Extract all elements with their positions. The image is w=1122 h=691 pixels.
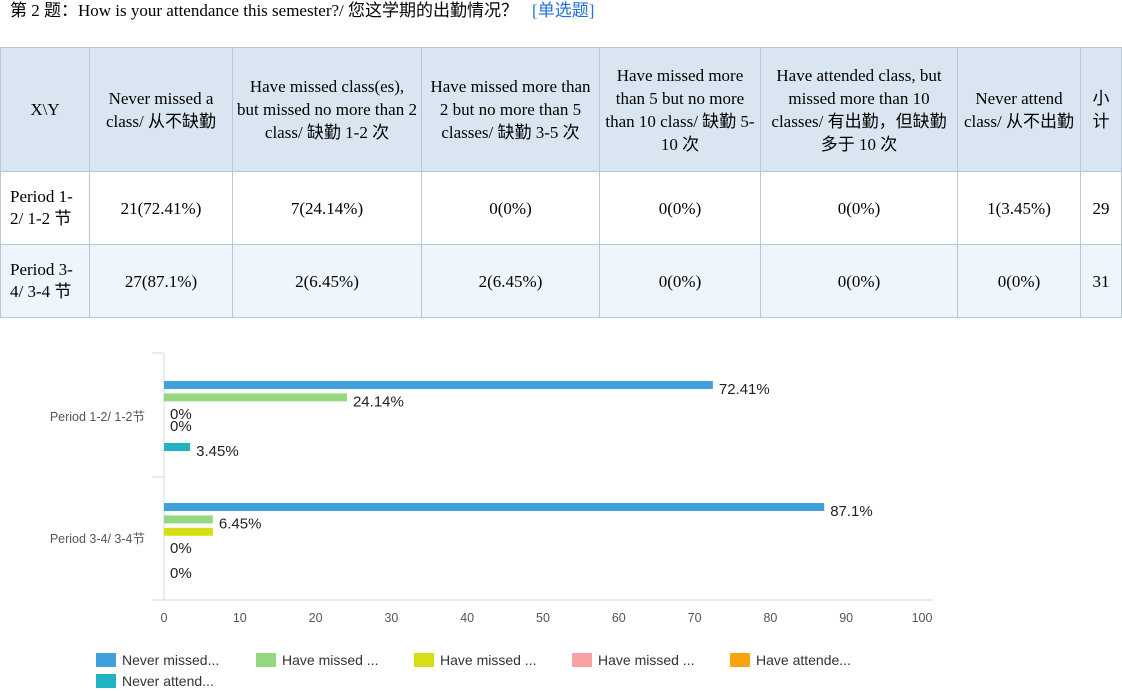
data-label: 0%: [170, 406, 192, 423]
bar: [164, 527, 213, 536]
table-cell-subtotal: 31: [1080, 244, 1122, 318]
legend-swatch: [96, 653, 116, 668]
legend-item[interactable]: Have missed ...: [414, 650, 536, 670]
y-category-label: Period 3-4/ 3-4节: [50, 532, 145, 546]
column-header: Never attend class/ 从不出勤: [957, 47, 1081, 172]
bar: [164, 393, 347, 402]
legend-item[interactable]: Have missed ...: [256, 650, 378, 670]
data-label: 72.41%: [719, 381, 770, 398]
column-header: Have missed more than 5 but no more than…: [599, 47, 761, 172]
legend-label: Have missed ...: [282, 652, 379, 668]
x-tick-label: 90: [839, 611, 853, 625]
data-label: 0%: [170, 540, 192, 557]
legend-label: Have missed ...: [598, 652, 695, 668]
crosstab-table: X\Y Never missed a class/ 从不缺勤 Have miss…: [0, 47, 1122, 318]
legend-item[interactable]: Never missed...: [96, 650, 219, 670]
bar: [164, 443, 191, 451]
legend-item[interactable]: Have missed ...: [572, 650, 694, 670]
data-label: 6.45%: [219, 515, 262, 532]
x-tick-label: 10: [233, 611, 247, 625]
question-text: 第 2 题：How is your attendance this semest…: [10, 1, 519, 20]
table-cell: 0(0%): [599, 171, 761, 245]
row-label: Period 1-2/ 1-2 节: [0, 171, 90, 245]
legend-label: Have missed ...: [440, 652, 537, 668]
x-tick-label: 60: [612, 611, 626, 625]
data-label: 87.1%: [830, 503, 873, 520]
table-header-row: X\Y Never missed a class/ 从不缺勤 Have miss…: [0, 47, 1122, 172]
question-type-badge: [单选题]: [532, 1, 595, 20]
x-tick-label: 40: [460, 611, 474, 625]
data-label: 0%: [170, 565, 192, 582]
table-cell: 21(72.41%): [89, 171, 233, 245]
table-cell: 0(0%): [760, 244, 958, 318]
legend-item[interactable]: Have attende...: [730, 650, 851, 670]
legend-swatch: [256, 653, 276, 668]
table-cell: 0(0%): [421, 171, 600, 245]
legend-item[interactable]: Never attend...: [96, 671, 214, 691]
legend-swatch: [96, 674, 116, 689]
table-cell: 7(24.14%): [232, 171, 422, 245]
x-tick-label: 100: [912, 611, 933, 625]
table-cell: 27(87.1%): [89, 244, 233, 318]
column-header-subtotal: 小计: [1080, 47, 1122, 172]
bar-chart: 0 10 20 30 40 50 60 70 80 90 100 Period 1-2/ 1-2节 72…: [50, 352, 934, 625]
x-tick-label: 80: [763, 611, 777, 625]
data-label: 3.45%: [196, 443, 239, 460]
legend-swatch: [572, 653, 592, 668]
table-cell: 1(3.45%): [957, 171, 1081, 245]
table-row: Period 3-4/ 3-4 节 27(87.1%) 2(6.45%) 2(6…: [0, 244, 1122, 318]
column-header: Have missed more than 2 but no more than…: [421, 47, 600, 172]
x-tick-label: 20: [309, 611, 323, 625]
question-title: 第 2 题：How is your attendance this semest…: [10, 0, 594, 22]
bar: [164, 515, 213, 524]
table-corner: X\Y: [0, 47, 90, 172]
table-cell-subtotal: 29: [1080, 171, 1122, 245]
row-label: Period 3-4/ 3-4 节: [0, 244, 90, 318]
column-header: Never missed a class/ 从不缺勤: [89, 47, 233, 172]
x-tick-label: 70: [688, 611, 702, 625]
legend-swatch: [414, 653, 434, 668]
data-label: 24.14%: [353, 393, 404, 410]
bar: [164, 503, 825, 511]
table-cell: 2(6.45%): [421, 244, 600, 318]
x-tick-label: 0: [161, 611, 168, 625]
column-header: Have attended class, but missed more tha…: [760, 47, 958, 172]
table-cell: 0(0%): [760, 171, 958, 245]
table-cell: 0(0%): [599, 244, 761, 318]
y-category-label: Period 1-2/ 1-2节: [50, 410, 145, 424]
legend-label: Have attende...: [756, 652, 851, 668]
legend-swatch: [730, 653, 750, 668]
x-tick-label: 30: [384, 611, 398, 625]
legend-label: Never attend...: [122, 673, 214, 689]
bar: [164, 381, 713, 389]
column-header: Have missed class(es), but missed no mor…: [232, 47, 422, 172]
table-cell: 2(6.45%): [232, 244, 422, 318]
data-label: 0%: [170, 418, 192, 435]
table-row: Period 1-2/ 1-2 节 21(72.41%) 7(24.14%) 0…: [0, 171, 1122, 245]
table-cell: 0(0%): [957, 244, 1081, 318]
x-tick-label: 50: [536, 611, 550, 625]
legend-label: Never missed...: [122, 652, 220, 668]
